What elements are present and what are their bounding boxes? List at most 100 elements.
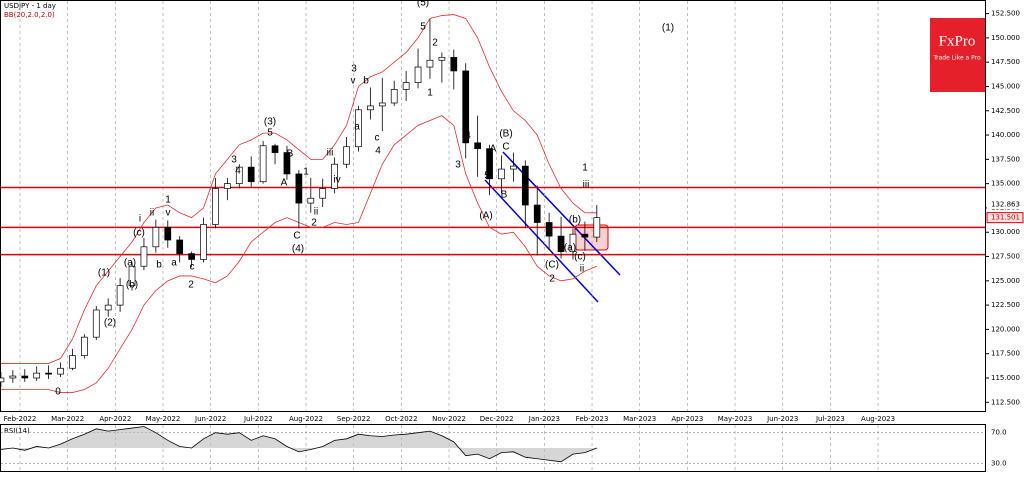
candle-body: [164, 227, 172, 241]
wave-label: 5: [267, 128, 273, 139]
candle-body: [152, 227, 160, 248]
candle-body: [128, 265, 136, 287]
wave-label: 0: [55, 387, 61, 398]
y-tick-label: 140.000: [991, 131, 1020, 139]
x-tick-label: Jun-2022: [194, 415, 226, 423]
wave-label: 3: [455, 160, 461, 171]
candle-body: [533, 204, 541, 223]
candle-body: [378, 102, 386, 107]
candle-body: [69, 355, 76, 369]
wave-label: (a): [124, 258, 136, 269]
wave-label: (B): [499, 129, 512, 140]
candle-body: [283, 152, 291, 175]
wave-label: 4: [375, 146, 381, 157]
candle-body: [200, 224, 207, 260]
wave-label: 4: [235, 166, 241, 177]
candle-body: [307, 197, 315, 204]
wave-label: C: [502, 142, 509, 153]
x-tick-label: Feb-2022: [4, 415, 37, 423]
candle-body: [486, 148, 493, 180]
wave-label: iv: [333, 175, 340, 186]
wave-label: iii: [327, 148, 334, 159]
candle-body: [116, 285, 124, 306]
wave-label: B: [287, 149, 294, 160]
brand-tagline: Trade Like a Pro: [932, 55, 981, 62]
wave-label: i: [139, 214, 141, 225]
candle-body: [81, 336, 88, 356]
wave-label: (A): [479, 211, 492, 222]
rsi-area: [0, 426, 597, 462]
wave-label: ii: [314, 207, 318, 218]
wave-label: b: [156, 260, 162, 271]
candle-body: [510, 165, 517, 170]
wave-label: (c): [133, 228, 145, 239]
wave-label: (b): [569, 215, 581, 226]
candle-body: [521, 165, 529, 206]
wave-label: (b): [126, 280, 138, 291]
wave-label: ii: [150, 208, 154, 219]
indicator-label: BB(20,2.0,2.0): [4, 11, 55, 19]
candle-body: [367, 105, 374, 111]
candle-body: [235, 166, 243, 185]
y-tick-label: 127.500: [991, 253, 1020, 261]
wave-label: 2: [549, 274, 555, 285]
rsi-label: RSI(14): [4, 427, 30, 435]
x-tick-label: Apr-2023: [671, 415, 703, 423]
y-tick-label: 142.500: [991, 107, 1020, 115]
wave-label: B: [501, 190, 508, 201]
wave-label: A: [490, 144, 497, 155]
candle-body: [355, 109, 362, 148]
candle-body: [104, 304, 112, 311]
rsi-tick-label: 30.0: [991, 459, 1007, 467]
wave-label: c: [375, 133, 380, 144]
wave-label: ii: [580, 264, 584, 275]
wave-label: v: [351, 76, 356, 87]
candle-body: [33, 372, 41, 379]
price-panel: [0, 0, 986, 412]
y-tick-label: 117.500: [991, 350, 1020, 358]
wave-label: (c): [574, 252, 586, 263]
candle-body: [498, 168, 505, 180]
wave-label: A: [281, 178, 288, 189]
wave-label: 1: [427, 88, 433, 99]
candle-body: [331, 163, 338, 189]
candle-body: [390, 89, 398, 104]
x-tick-label: Oct-2022: [385, 415, 417, 423]
x-tick-label: Nov-2022: [432, 415, 466, 423]
wave-label: C: [293, 231, 300, 242]
y-tick-label: 145.000: [991, 82, 1020, 90]
x-tick-label: Mar-2023: [623, 415, 656, 423]
x-tick-label: May-2022: [146, 415, 181, 423]
chart-title: USDJPY - 1 day: [4, 2, 56, 10]
candle-body: [271, 145, 279, 153]
candle-body: [224, 183, 231, 189]
wave-label: (4): [292, 244, 304, 255]
candle-body: [319, 188, 327, 199]
candle-body: [402, 82, 410, 90]
candle-body: [545, 222, 553, 237]
x-tick-label: Aug-2023: [861, 415, 895, 423]
price-label: 131.501: [991, 214, 1020, 222]
candle-body: [557, 235, 565, 253]
wave-label: c: [190, 262, 195, 273]
candle-body: [140, 246, 148, 267]
wave-label: 1: [165, 195, 171, 206]
wave-label: (C): [545, 260, 559, 271]
wave-label: 5: [484, 171, 490, 182]
y-tick-label: 122.500: [991, 301, 1020, 309]
y-tick-label: 147.500: [991, 58, 1020, 66]
candle-body: [414, 66, 422, 83]
price-label: 132.863: [991, 200, 1020, 208]
candle-body: [92, 309, 100, 338]
candle-body: [259, 145, 267, 183]
y-tick-label: 152.500: [991, 10, 1020, 18]
x-tick-label: Mar-2022: [51, 415, 84, 423]
x-tick-label: Jul-2023: [815, 415, 845, 423]
candle-body: [57, 367, 64, 375]
target-zone: [574, 224, 609, 251]
wave-label: (1): [662, 23, 674, 34]
y-tick-label: 112.500: [991, 398, 1020, 406]
candle-body: [343, 146, 350, 165]
candle-body: [212, 188, 219, 225]
wave-label: 1: [582, 163, 588, 174]
